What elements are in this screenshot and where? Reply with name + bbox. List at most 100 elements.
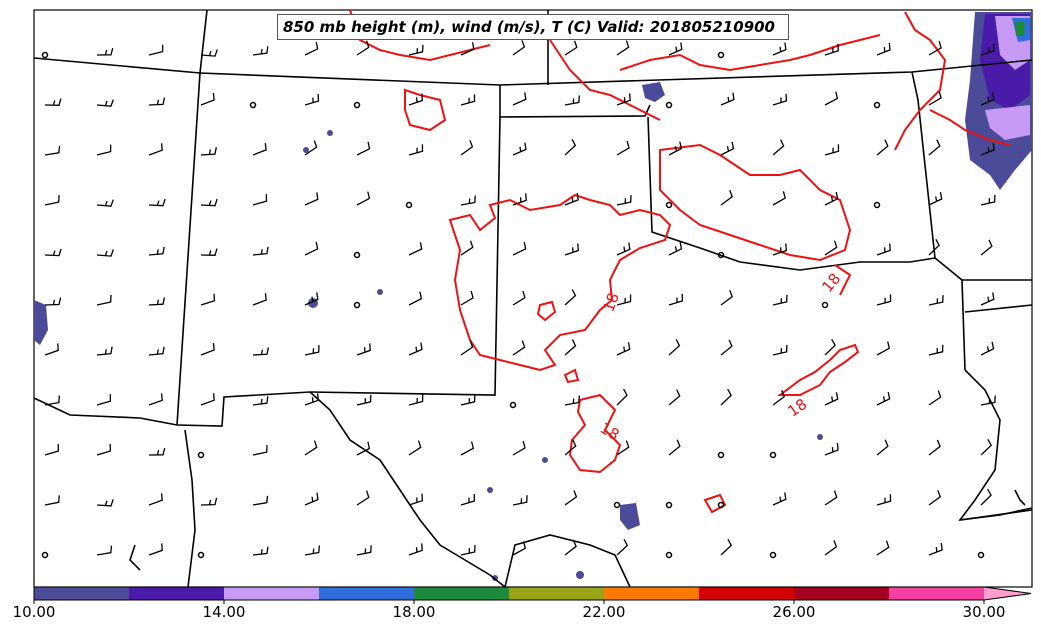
wind-barb — [564, 95, 580, 106]
boundary-ms — [964, 304, 1033, 313]
precip-patch-tx-s — [620, 503, 640, 530]
boundary-mexico — [184, 429, 196, 588]
wind-barb — [44, 98, 62, 106]
wind-barb — [44, 443, 60, 456]
wind-barb — [408, 543, 423, 556]
wind-barb — [96, 394, 112, 406]
wind-barb — [304, 545, 320, 556]
wind-barb — [824, 191, 839, 206]
wind-barb — [96, 144, 112, 156]
wind-barb — [148, 447, 166, 456]
wind-barb — [876, 294, 892, 306]
wind-barb — [772, 492, 787, 506]
colorbar-tick-label: 18.00 — [392, 603, 436, 621]
coast-baja — [129, 544, 141, 571]
boundary-ca-az — [33, 397, 178, 426]
wind-barb — [96, 249, 114, 257]
wind-barb — [44, 195, 60, 206]
wind-barb — [96, 443, 112, 456]
wind-barb — [564, 243, 579, 256]
calm-wind-circle — [41, 51, 49, 59]
wind-barb — [408, 342, 423, 356]
wind-barb — [876, 341, 891, 356]
wind-barb — [772, 344, 788, 356]
contour-18-main — [448, 193, 672, 372]
map-frame — [33, 9, 1033, 588]
wind-barb — [564, 439, 577, 456]
wind-barb — [356, 441, 371, 456]
wind-barb — [876, 494, 892, 506]
contour-tx-small-1 — [536, 300, 557, 322]
wind-barb — [876, 243, 891, 256]
wind-barb — [44, 145, 61, 156]
wind-barb — [824, 144, 840, 156]
wind-barb — [824, 91, 839, 106]
colorbar-segment — [319, 587, 414, 600]
wind-barb — [460, 493, 476, 506]
wind-barb — [772, 389, 786, 406]
calm-wind-circle — [821, 301, 829, 309]
colorbar-tick-label: 26.00 — [772, 603, 816, 621]
calm-wind-circle — [717, 501, 725, 509]
wind-barb — [564, 539, 577, 556]
wind-barb — [824, 240, 838, 256]
wind-barb — [44, 343, 59, 356]
wind-barb — [668, 389, 681, 406]
wind-barb — [824, 540, 838, 556]
colorbar-tick-label: 10.00 — [12, 603, 56, 621]
wind-barb — [720, 92, 735, 106]
wind-barb — [252, 194, 268, 206]
precip-patch-ne-lower — [985, 105, 1030, 140]
wind-barb — [980, 142, 995, 156]
wind-barb — [928, 41, 942, 56]
wind-barb — [928, 191, 943, 206]
calm-wind-circle — [769, 451, 777, 459]
wind-barb — [668, 42, 683, 56]
wind-barb — [200, 497, 218, 506]
calm-wind-circle — [353, 251, 361, 259]
wind-barb — [200, 49, 218, 57]
wind-barb — [564, 40, 578, 56]
wind-barb — [720, 141, 735, 156]
precip-patch-west — [34, 300, 48, 345]
calm-wind-circle — [665, 101, 673, 109]
wind-barb — [616, 195, 632, 206]
precip-dot — [576, 571, 584, 579]
wind-barb — [772, 42, 787, 56]
wind-barb — [616, 40, 630, 56]
wind-barb — [512, 290, 526, 306]
colorbar-tick-label: 30.00 — [962, 603, 1006, 621]
wind-barb — [460, 441, 475, 456]
calm-wind-circle — [873, 101, 881, 109]
wind-barb — [668, 141, 683, 156]
wind-barb — [408, 93, 423, 106]
wind-barb — [512, 495, 528, 506]
wind-barb — [876, 42, 891, 56]
wind-barb — [772, 294, 788, 306]
wind-barb — [512, 142, 527, 156]
wind-barb — [980, 438, 993, 456]
wind-barb — [928, 139, 941, 156]
calm-wind-circle — [665, 551, 673, 559]
wind-barb — [980, 239, 993, 256]
wind-barb — [824, 392, 839, 406]
wind-barb — [928, 295, 944, 306]
calm-wind-circle — [613, 501, 621, 509]
wind-barb — [928, 91, 942, 106]
wind-barb — [44, 495, 60, 506]
wind-barb — [772, 243, 787, 256]
wind-barb — [408, 44, 424, 56]
wind-barb — [512, 193, 527, 206]
wind-barb — [460, 394, 476, 406]
wind-barb — [616, 294, 632, 306]
wind-barb — [564, 395, 580, 406]
wind-barb — [668, 241, 683, 256]
wind-barb — [876, 139, 889, 156]
precip-patches — [34, 12, 1032, 581]
colorbar-extend-arrow — [984, 587, 1031, 600]
wind-barb — [460, 340, 474, 356]
precip-dot — [303, 147, 309, 153]
wind-barb — [564, 192, 579, 206]
precip-dot — [817, 434, 823, 440]
